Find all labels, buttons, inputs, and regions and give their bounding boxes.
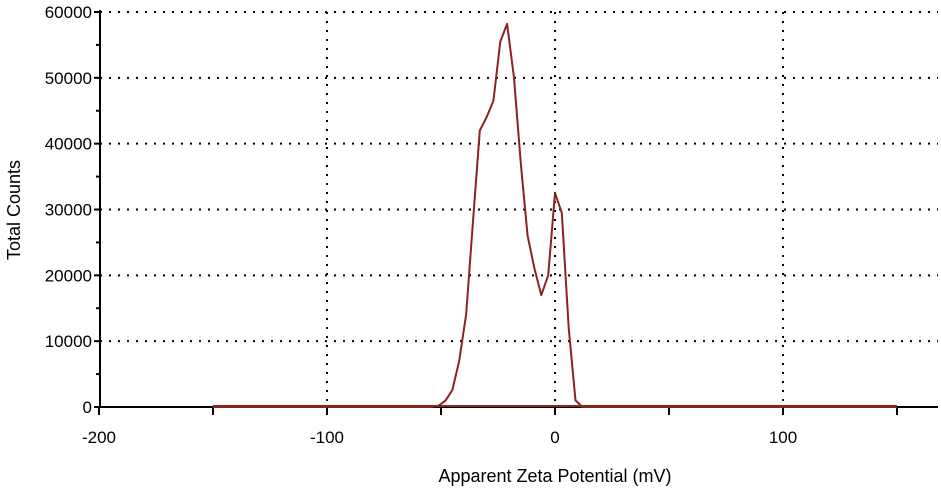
x-tick-label--200: -200 (82, 428, 116, 447)
x-tick-label-0: 0 (550, 428, 559, 447)
series-line-0 (213, 22, 897, 408)
tick-labels: 0 10000 20000 30000 40000 50000 60000 -200 -100 0… (45, 3, 797, 447)
y-tick-label-20000: 20000 (45, 266, 92, 285)
series-group (213, 22, 897, 408)
y-tick-label-10000: 10000 (45, 332, 92, 351)
y-tick-label-0: 0 (83, 398, 92, 417)
x-tick-label-100: 100 (769, 428, 797, 447)
y-tick-label-50000: 50000 (45, 69, 92, 88)
axis-ticks (94, 11, 898, 415)
y-tick-label-30000: 30000 (45, 201, 92, 220)
y-tick-label-60000: 60000 (45, 3, 92, 22)
x-tick-label--100: -100 (310, 428, 344, 447)
y-axis-label: Total Counts (4, 160, 24, 260)
x-axis-label: Apparent Zeta Potential (mV) (438, 466, 671, 486)
grid-lines (100, 11, 938, 407)
y-tick-label-40000: 40000 (45, 135, 92, 154)
